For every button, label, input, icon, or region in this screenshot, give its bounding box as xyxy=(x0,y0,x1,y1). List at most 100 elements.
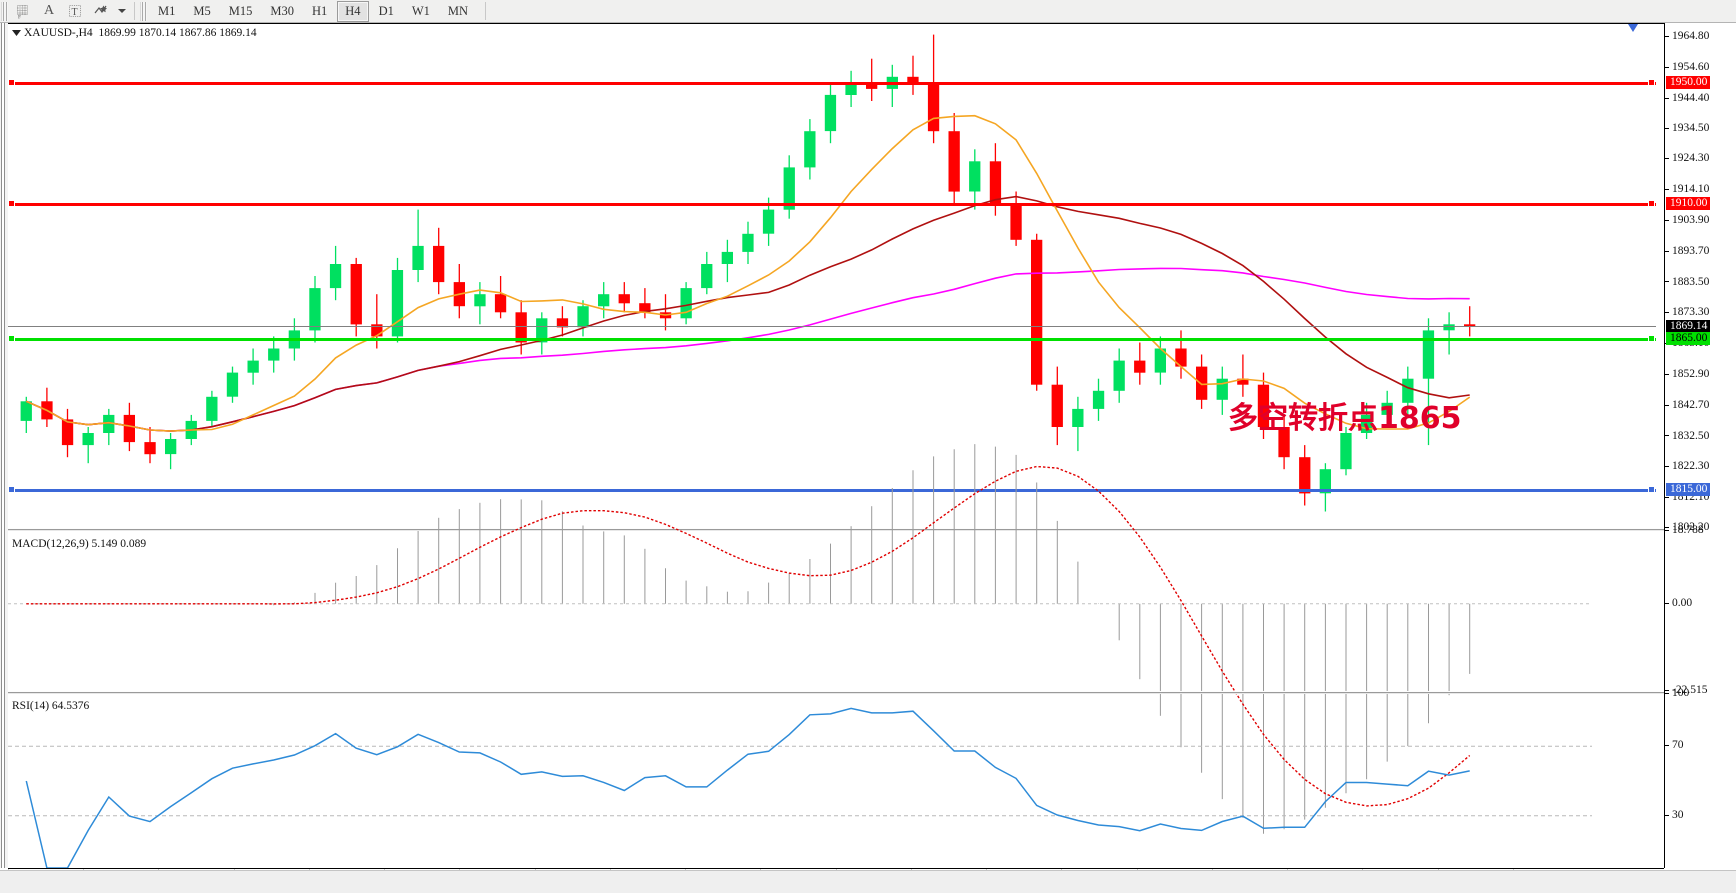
timeframe-label: MN xyxy=(447,3,469,18)
svg-text:T: T xyxy=(72,7,78,18)
price-tick-label: 1903.90 xyxy=(1672,214,1710,226)
text-label-icon[interactable]: T xyxy=(63,1,87,22)
price-tick-label: 1944.40 xyxy=(1672,91,1710,104)
price-tick-label: 1802.20 xyxy=(1672,521,1710,533)
price-tick: 1832.50 xyxy=(1665,429,1736,442)
macd-indicator-label[interactable]: MACD(12,26,9) 5.149 0.089 xyxy=(12,538,147,550)
rsi-panel xyxy=(8,694,1664,869)
timeframe-mn[interactable]: MN xyxy=(440,1,476,22)
rsi-chart-canvas xyxy=(8,707,1592,869)
price-tick: 1883.50 xyxy=(1665,275,1736,288)
left-rail[interactable] xyxy=(0,23,8,868)
chart-menu-triangle-icon[interactable] xyxy=(12,27,21,39)
horizontal-scrollbar[interactable] xyxy=(0,870,1736,893)
price-tick-label: 1893.70 xyxy=(1672,244,1710,257)
macd-panel xyxy=(8,444,1664,834)
price-tick: 1852.90 xyxy=(1665,367,1736,380)
rsi-tick: 70 xyxy=(1665,739,1736,752)
toolbar-drag-handle[interactable] xyxy=(1,1,8,21)
price-chart-canvas xyxy=(20,34,1476,512)
timeframe-drag-handle[interactable] xyxy=(140,1,147,21)
price-tick-label: 1914.10 xyxy=(1672,183,1710,196)
timeframe-label: D1 xyxy=(378,3,394,18)
price-tick-label: 1964.80 xyxy=(1672,30,1710,43)
price-tick: 1964.80 xyxy=(1665,30,1736,43)
price-tick-label: 1924.30 xyxy=(1672,152,1710,165)
chart-symbol-text: XAUUSD-,H4 xyxy=(24,27,93,39)
price-tick-label: 1822.30 xyxy=(1672,460,1710,473)
timeframe-label: H1 xyxy=(312,3,328,18)
price-tick-label: 1883.50 xyxy=(1672,275,1710,288)
price-tick-label: 1954.60 xyxy=(1672,60,1710,73)
text-a-icon[interactable]: A xyxy=(37,1,61,22)
rsi-tick: 30 xyxy=(1665,808,1736,821)
price-tick: 1944.40 xyxy=(1665,91,1736,104)
price-tick: 1802.20 xyxy=(1665,521,1736,533)
price-tick: 1924.30 xyxy=(1665,153,1736,164)
rsi-indicator-label[interactable]: RSI(14) 64.5376 xyxy=(12,700,90,712)
toolbar-divider-2 xyxy=(485,2,487,20)
timeframe-m5[interactable]: M5 xyxy=(185,1,218,22)
chart-annotation-text: 多空转折点1865 xyxy=(1228,401,1462,436)
macd-chart-canvas xyxy=(8,444,1592,834)
price-panel xyxy=(8,23,1664,528)
timeframe-label: W1 xyxy=(411,3,430,18)
price-tick-label: 1852.90 xyxy=(1672,367,1710,380)
price-flag-1950-00: 1950.00 xyxy=(1666,75,1711,89)
rsi-tick-label: 100 xyxy=(1672,687,1690,699)
price-tick-label: 1842.70 xyxy=(1672,398,1710,411)
timeframe-label: M5 xyxy=(193,3,211,18)
timeframe-h1[interactable]: H1 xyxy=(304,1,335,22)
price-tick-label: 1812.10 xyxy=(1672,491,1710,504)
chart-ohlc-text: 1869.99 1870.14 1867.86 1869.14 xyxy=(98,27,257,39)
timeframe-label: M1 xyxy=(158,3,176,18)
price-tick: 1822.30 xyxy=(1665,461,1736,472)
price-flag-1865-00: 1865.00 xyxy=(1666,332,1711,346)
macd-tick: 18.788 xyxy=(1665,524,1736,536)
price-tick: 1842.70 xyxy=(1665,398,1736,411)
macd-tick-label: 0.00 xyxy=(1672,596,1693,609)
rsi-tick-label: 30 xyxy=(1672,808,1684,821)
price-tick: 1934.50 xyxy=(1665,121,1736,134)
timeframe-d1[interactable]: D1 xyxy=(371,1,402,22)
timeframe-label: M30 xyxy=(270,3,294,18)
timeframe-label: M15 xyxy=(228,3,253,18)
price-flag-1815-00: 1815.00 xyxy=(1666,483,1711,497)
rsi-panel-separator xyxy=(8,691,1664,694)
rsi-tick-label: 70 xyxy=(1672,739,1684,752)
price-tick-label: 1832.50 xyxy=(1672,429,1710,442)
timeframe-h4[interactable]: H4 xyxy=(337,0,369,22)
price-flag-1910-00: 1910.00 xyxy=(1666,196,1711,210)
timeframe-m1[interactable]: M1 xyxy=(150,1,183,22)
price-tick: 1914.10 xyxy=(1665,183,1736,196)
timeframe-group: M1 M5 M15 M30 H1 H4 D1 W1 MN xyxy=(149,0,477,22)
price-tick: 1873.30 xyxy=(1665,307,1736,318)
crosshair-f-icon[interactable]: F xyxy=(11,1,35,22)
timeframe-label: H4 xyxy=(345,3,361,18)
macd-tick-label: -22.515 xyxy=(1672,684,1708,696)
rsi-tick: 100 xyxy=(1665,687,1736,699)
price-tick-label: 1873.30 xyxy=(1672,306,1710,319)
price-tick-label: 1934.50 xyxy=(1672,121,1710,134)
price-tick: 1954.60 xyxy=(1665,60,1736,73)
text-a-glyph: A xyxy=(43,3,55,18)
chart-symbol-header: XAUUSD-,H4 1869.99 1870.14 1867.86 1869.… xyxy=(12,27,257,39)
panel-collapse-icon[interactable] xyxy=(1628,24,1638,32)
timeframe-w1[interactable]: W1 xyxy=(404,1,438,22)
macd-tick: 0.00 xyxy=(1665,596,1736,609)
macd-tick: -22.515 xyxy=(1665,684,1736,696)
drawings-icon[interactable] xyxy=(89,1,113,22)
macd-panel-separator xyxy=(8,528,1664,531)
toolbar-divider xyxy=(134,2,135,20)
chart-body: XAUUSD-,H4 1869.99 1870.14 1867.86 1869.… xyxy=(0,23,1736,893)
macd-tick-label: 18.788 xyxy=(1672,524,1704,536)
timeframe-m30[interactable]: M30 xyxy=(262,1,302,22)
price-tick: 1812.10 xyxy=(1665,491,1736,504)
chevron-down-icon[interactable] xyxy=(115,1,129,22)
price-flag-1869-14: 1869.14 xyxy=(1666,319,1711,333)
svg-text:F: F xyxy=(18,14,21,19)
price-axis[interactable]: 1964.80 1954.60 1944.40 1934.50 1924.30 1914.… xyxy=(1664,23,1736,868)
main-toolbar: F A T M1 M5 M15 M30 H1 H4 D1 W1 MN xyxy=(0,0,1736,23)
timeframe-m15[interactable]: M15 xyxy=(221,1,261,22)
price-tick: 1893.70 xyxy=(1665,244,1736,257)
